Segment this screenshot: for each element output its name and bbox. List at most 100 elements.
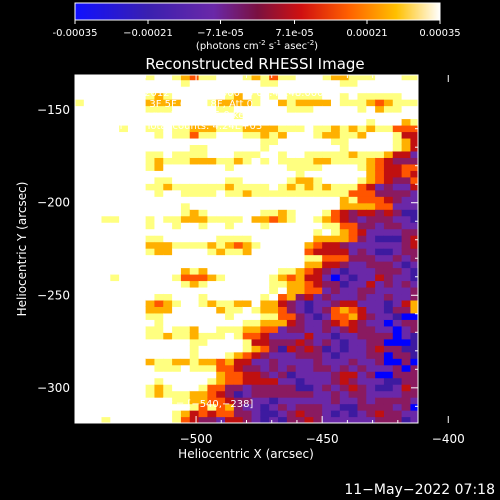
heatmap-cell [375,183,385,191]
heatmap-cell [110,273,120,282]
heatmap-cell [260,299,270,307]
heatmap-cell [216,222,226,230]
heatmap-cell [242,196,253,204]
heatmap-cell [180,261,191,269]
heatmap-cell [313,209,323,217]
heatmap-cell [92,202,103,210]
heatmap-cell [392,196,403,204]
heatmap-cell [348,124,359,133]
heatmap-cell [410,163,418,171]
heatmap-cell [242,222,253,230]
heatmap-cell [251,364,261,372]
heatmap-cell [339,332,350,340]
heatmap-cell [251,86,261,94]
heatmap-cell [375,338,385,346]
heatmap-cell [101,345,111,353]
heatmap-cell [145,209,156,217]
y-tick-label: −300 [37,381,70,395]
heatmap-cell [207,403,217,411]
heatmap-cell [101,99,111,107]
heatmap-cell [339,131,350,139]
heatmap-cell [401,319,412,327]
heatmap-cell [392,157,403,165]
heatmap-cell [278,144,288,152]
heatmap-cell [189,319,200,327]
heatmap-cell [242,241,253,249]
heatmap-cell [207,267,217,275]
heatmap-cell [260,390,270,398]
heatmap-cell [322,248,332,256]
heatmap-cell [322,267,332,275]
heatmap-cell [225,364,235,372]
heatmap-cell [216,209,226,217]
heatmap-cell [383,384,394,392]
heatmap-cell [313,351,323,359]
heatmap-cell [127,235,138,243]
heatmap-cell [357,209,367,217]
heatmap-cell [295,79,306,87]
heatmap-cell [392,325,403,333]
heatmap-cell [154,416,164,423]
heatmap-cell [189,131,200,139]
heatmap-cell [269,319,279,327]
heatmap-cell [189,332,200,340]
heatmap-cell [101,384,111,392]
heatmap-cell [410,105,418,113]
heatmap-cell [145,235,156,243]
heatmap-cell [172,150,182,158]
heatmap-cell [92,364,103,372]
heatmap-cell [225,75,235,81]
heatmap-cell [251,75,261,81]
heatmap-cell [216,306,226,314]
colorbar-bar [74,2,441,21]
heatmap-cell [322,390,332,398]
heatmap-cell [278,176,288,184]
heatmap-cell [110,92,120,100]
heatmap-cell [172,75,182,81]
heatmap-cell [383,112,394,120]
heatmap-cell [172,286,182,295]
heatmap-cell [366,163,376,171]
heatmap-cell [322,86,332,94]
heatmap-cell [322,144,332,152]
heatmap-cell [339,416,350,423]
heatmap-cell [172,403,182,411]
heatmap-cell [154,222,164,230]
heatmap-cell [242,118,253,126]
heatmap-cell [163,338,173,346]
heatmap-cell [251,137,261,146]
heatmap-cell [172,384,182,392]
heatmap-cell [278,293,288,301]
heatmap-cell [225,384,235,392]
heatmap-cell [163,312,173,320]
heatmap-cell [225,222,235,230]
heatmap-cell [127,390,138,398]
heatmap-cell [92,105,103,113]
heatmap-cell [286,325,297,333]
heatmap-cell [154,319,164,327]
heatmap-cell [83,131,94,139]
heatmap-cell [127,351,138,359]
heatmap-cell [101,377,111,385]
heatmap-cell [154,312,164,320]
heatmap-cell [233,416,244,423]
heatmap-cell [304,358,314,366]
heatmap-cell [410,273,418,282]
heatmap-cell [119,273,129,282]
heatmap-cell [110,306,120,314]
heatmap-cell [304,196,314,204]
annotation-clean: Clean [94,121,122,132]
heatmap-cell [348,112,359,120]
heatmap-cell [339,215,350,223]
heatmap-cell [304,280,314,288]
heatmap-cell [242,280,253,288]
heatmap-cell [145,86,156,94]
heatmap-cell [242,112,253,120]
heatmap-cell [401,92,412,100]
heatmap-cell [216,150,226,158]
heatmap-cell [216,144,226,152]
heatmap-cell [225,86,235,94]
heatmap-cell [278,319,288,327]
heatmap-cell [154,325,164,333]
heatmap-cell [339,390,350,398]
